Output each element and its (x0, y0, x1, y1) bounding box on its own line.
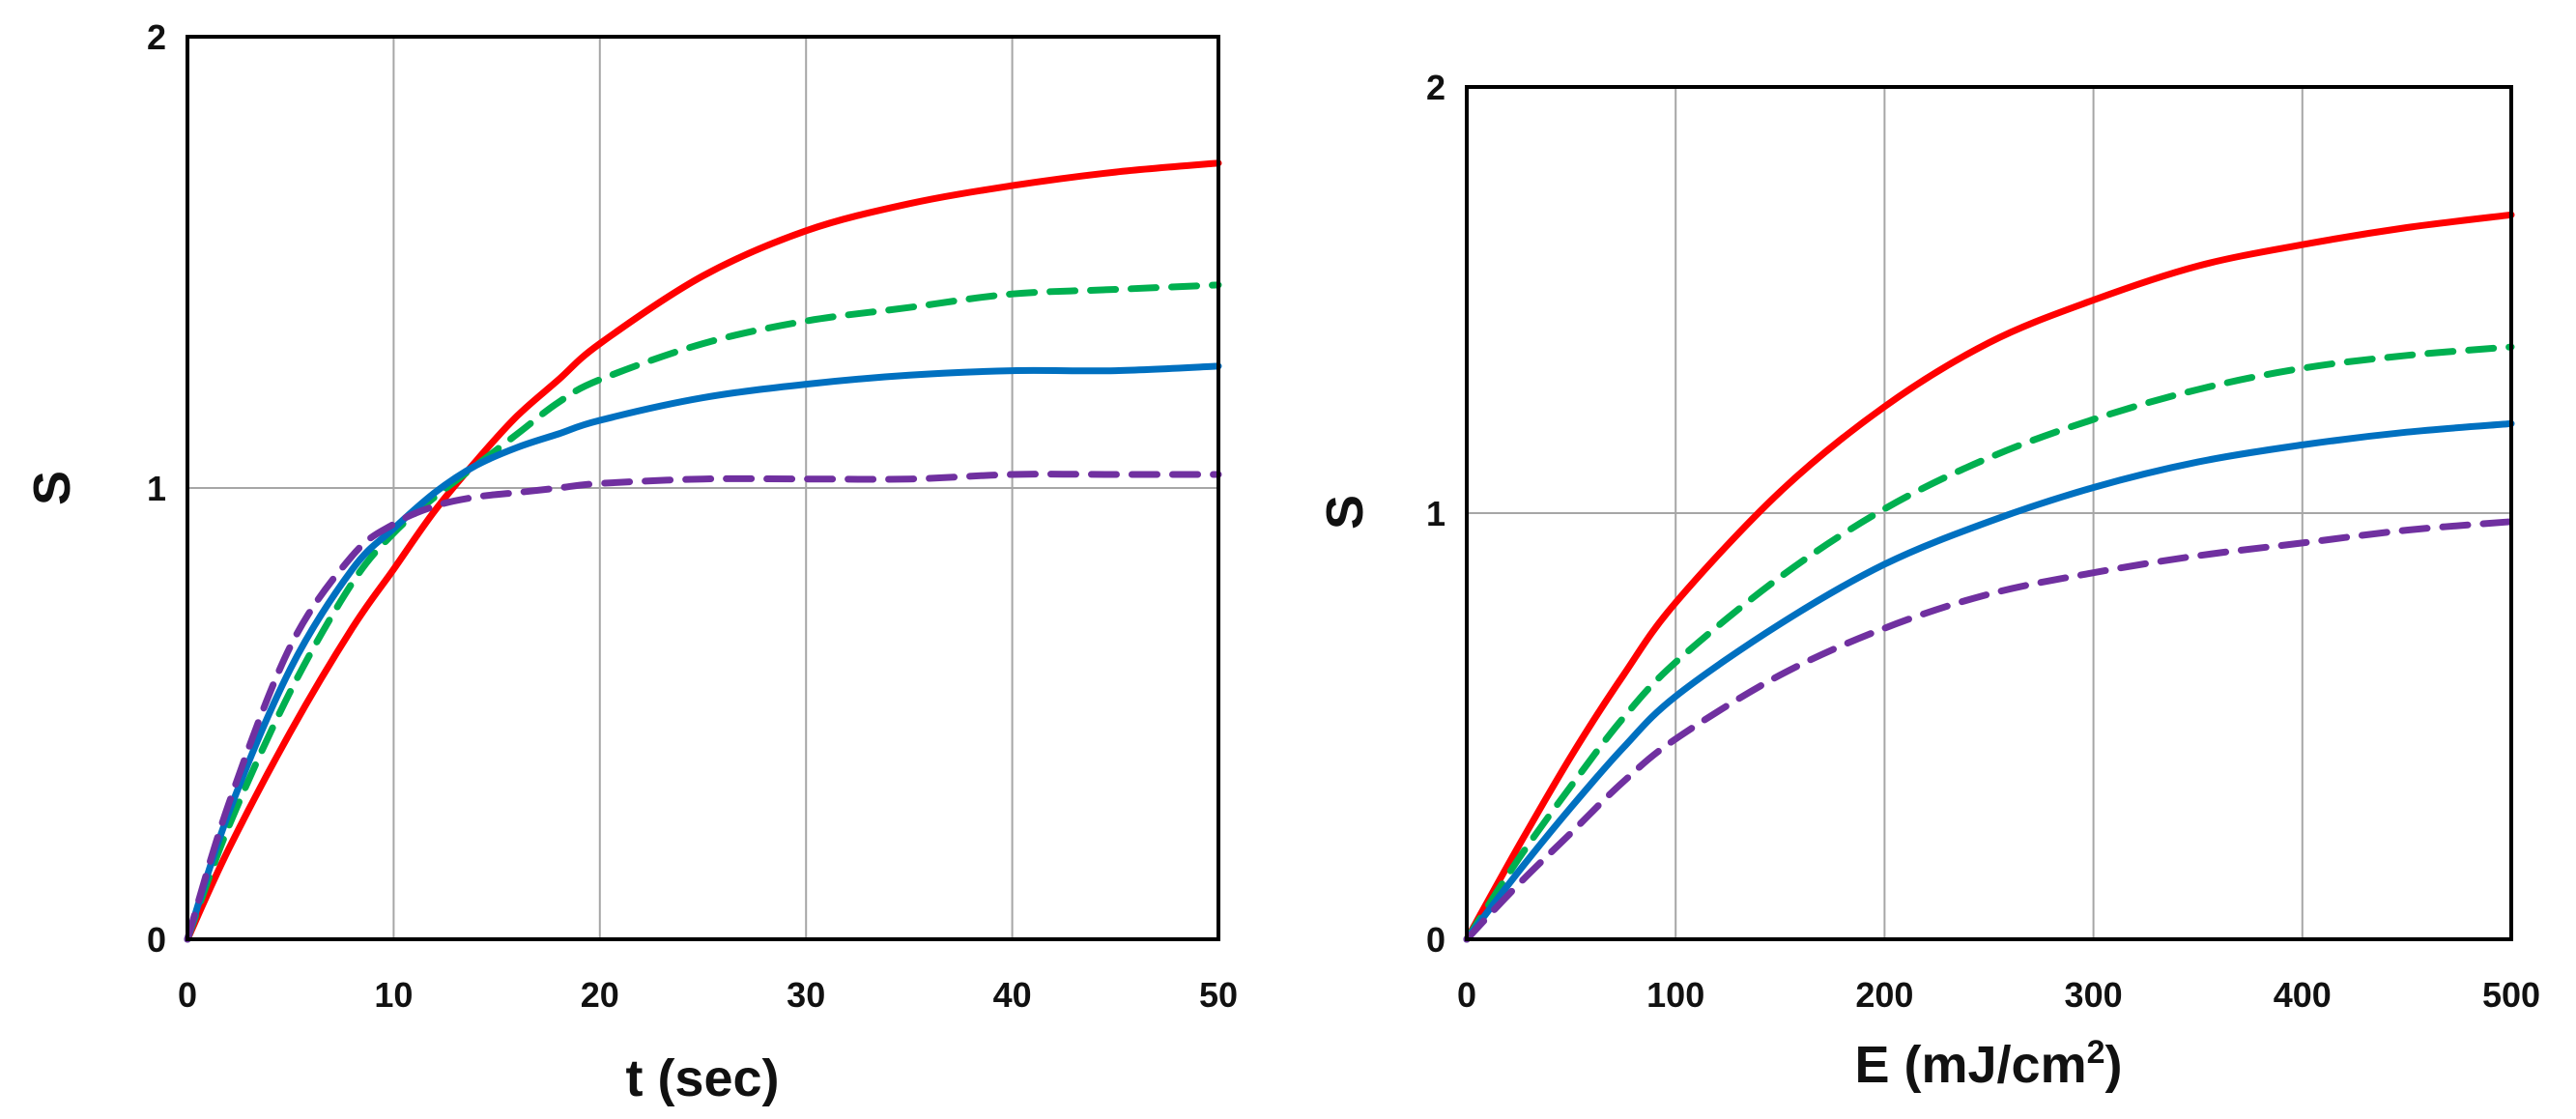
right-chart-y-tick-label: 1 (1426, 494, 1445, 533)
right-chart-series-green-dashed (1463, 343, 2515, 943)
right-chart-x-tick-label: 100 (1646, 975, 1704, 1015)
right-chart-x-tick-label: 0 (1457, 975, 1476, 1015)
left-chart-x-tick-label: 50 (1199, 975, 1238, 1015)
right-chart-y-tick-labels: 0 1 2 (1426, 68, 1445, 960)
right-chart-x-tick-label: 400 (2274, 975, 2332, 1015)
right-chart-series (1463, 211, 2515, 943)
right-chart-x-tick-labels: 0 100 200 300 400 500 (1457, 975, 2540, 1015)
left-chart-x-axis-label: t (sec) (625, 1049, 779, 1107)
right-chart-series-purple-dashed (1463, 518, 2515, 943)
right-chart-series-red-solid (1463, 211, 2515, 943)
right-chart-x-axis-label: E (mJ/cm2) (1854, 1034, 2122, 1094)
left-chart-y-tick-label: 2 (147, 17, 166, 57)
right-chart: 0 100 200 300 400 500 012 E (mJ/cm2) S (1316, 68, 2540, 1094)
right-chart-x-tick-label: 300 (2065, 975, 2123, 1015)
left-chart-series-blue-solid (184, 362, 1222, 943)
left-chart-x-tick-label: 40 (993, 975, 1032, 1015)
right-chart-plot-frame (1465, 85, 2513, 941)
left-chart-x-tick-label: 0 (178, 975, 197, 1015)
right-chart-grid (1467, 87, 2511, 939)
right-chart-y-tick-label: 2 (1426, 68, 1445, 107)
left-chart-series (184, 159, 1222, 943)
left-chart-y-tick-label: 0 (147, 920, 166, 960)
right-chart-x-axis-label-superscript: 2 (2087, 1034, 2105, 1071)
right-chart-y-axis-label: S (1316, 495, 1374, 530)
right-chart-x-axis-label-main: E (mJ/cm (1854, 1036, 2086, 1094)
left-chart-y-axis-label: S (23, 471, 81, 505)
right-chart-y-tick-label: 0 (1426, 920, 1445, 960)
left-chart-series-purple-dashed (184, 471, 1222, 943)
left-chart-y-tick-label: 1 (147, 469, 166, 508)
left-chart-y-tick-labels: 0 1 2 (147, 17, 166, 960)
right-chart-x-tick-label: 500 (2482, 975, 2540, 1015)
right-chart-series-blue-solid (1463, 419, 2515, 943)
left-chart-x-tick-label: 30 (787, 975, 825, 1015)
right-chart-x-axis-label-tail: ) (2105, 1036, 2123, 1094)
left-chart: 0 10 20 30 40 50 0 1 2 t (sec) S (0, 0, 1256, 1119)
left-chart-x-tick-label: 10 (374, 975, 413, 1015)
left-chart-plot-frame (186, 35, 1220, 941)
left-chart-background (0, 0, 1256, 1119)
left-chart-series-red-solid (184, 159, 1222, 943)
right-chart-x-tick-label: 200 (1855, 975, 1913, 1015)
left-chart-x-tick-labels: 0 10 20 30 40 50 (178, 975, 1238, 1015)
left-chart-x-tick-label: 20 (581, 975, 619, 1015)
left-chart-series-green-dashed (184, 281, 1222, 943)
